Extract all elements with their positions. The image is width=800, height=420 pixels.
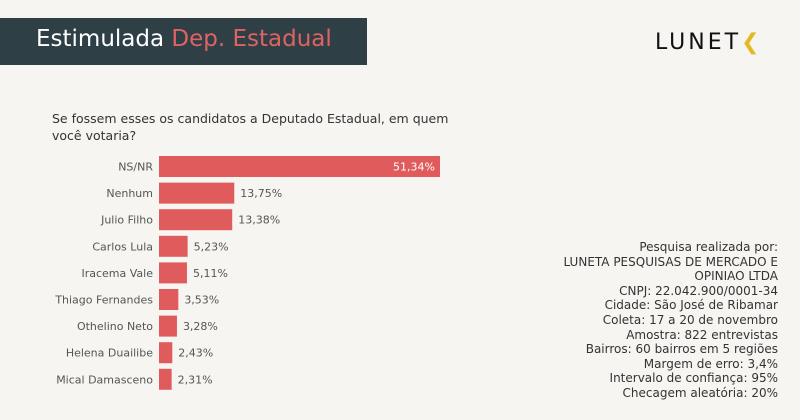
info-line: Cidade: São José de Ribamar [604,298,778,313]
category-label: Julio Filho [100,214,153,227]
info-line: CNPJ: 22.042.900/0001-34 [619,283,778,298]
category-label: NS/NR [118,161,153,174]
category-label: Othelino Neto [77,320,153,333]
data-label: 2,31% [178,373,213,386]
category-label: Helena Duailibe [66,347,153,360]
bar [159,262,187,284]
methodology-info: Pesquisa realizada por: LUNETA PESQUISAS … [518,240,778,401]
info-line: Intervalo de confiança: 95% [609,371,778,386]
data-label: 3,53% [184,294,219,307]
title-accent: Dep. Estadual [171,26,332,52]
bar [159,156,440,177]
data-label: 51,34% [393,161,435,174]
data-label: 5,23% [194,240,229,253]
bar [159,342,173,364]
title-main: Estimulada [36,26,165,52]
info-line: Coleta: 17 a 20 de novembro [602,312,778,327]
data-label: 3,28% [183,320,218,333]
bar [159,315,177,337]
page-title: Estimulada Dep. Estadual [36,26,332,52]
data-label: 13,38% [238,214,280,227]
luneta-logo: LUNET❮ [655,30,763,55]
category-label: Nenhum [106,187,153,200]
data-label: 13,75% [240,187,282,200]
category-label: Thiago Fernandes [54,294,153,307]
bar [159,182,235,204]
category-label: Mical Damasceno [56,373,153,386]
category-label: Iracema Vale [81,267,153,280]
title-banner: Estimulada Dep. Estadual [0,18,367,65]
data-label: 5,11% [193,267,228,280]
info-line: Pesquisa realizada por: [639,240,778,254]
bar [159,209,233,231]
chart-question: Se fossem esses os candidatos a Deputado… [52,111,449,143]
bar [159,289,179,310]
data-label: 2,43% [178,347,213,360]
bar [159,368,172,390]
info-line: Checagem aleatória: 20% [622,385,778,400]
bar [159,235,188,257]
info-line: LUNETA PESQUISAS DE MERCADO E OPINIAO LT… [563,254,778,284]
info-line: Margem de erro: 3,4% [643,356,778,371]
info-line: Bairros: 60 bairros em 5 regiões [585,342,778,357]
info-line: Amostra: 822 entrevistas [626,327,778,342]
category-label: Carlos Lula [92,240,153,253]
